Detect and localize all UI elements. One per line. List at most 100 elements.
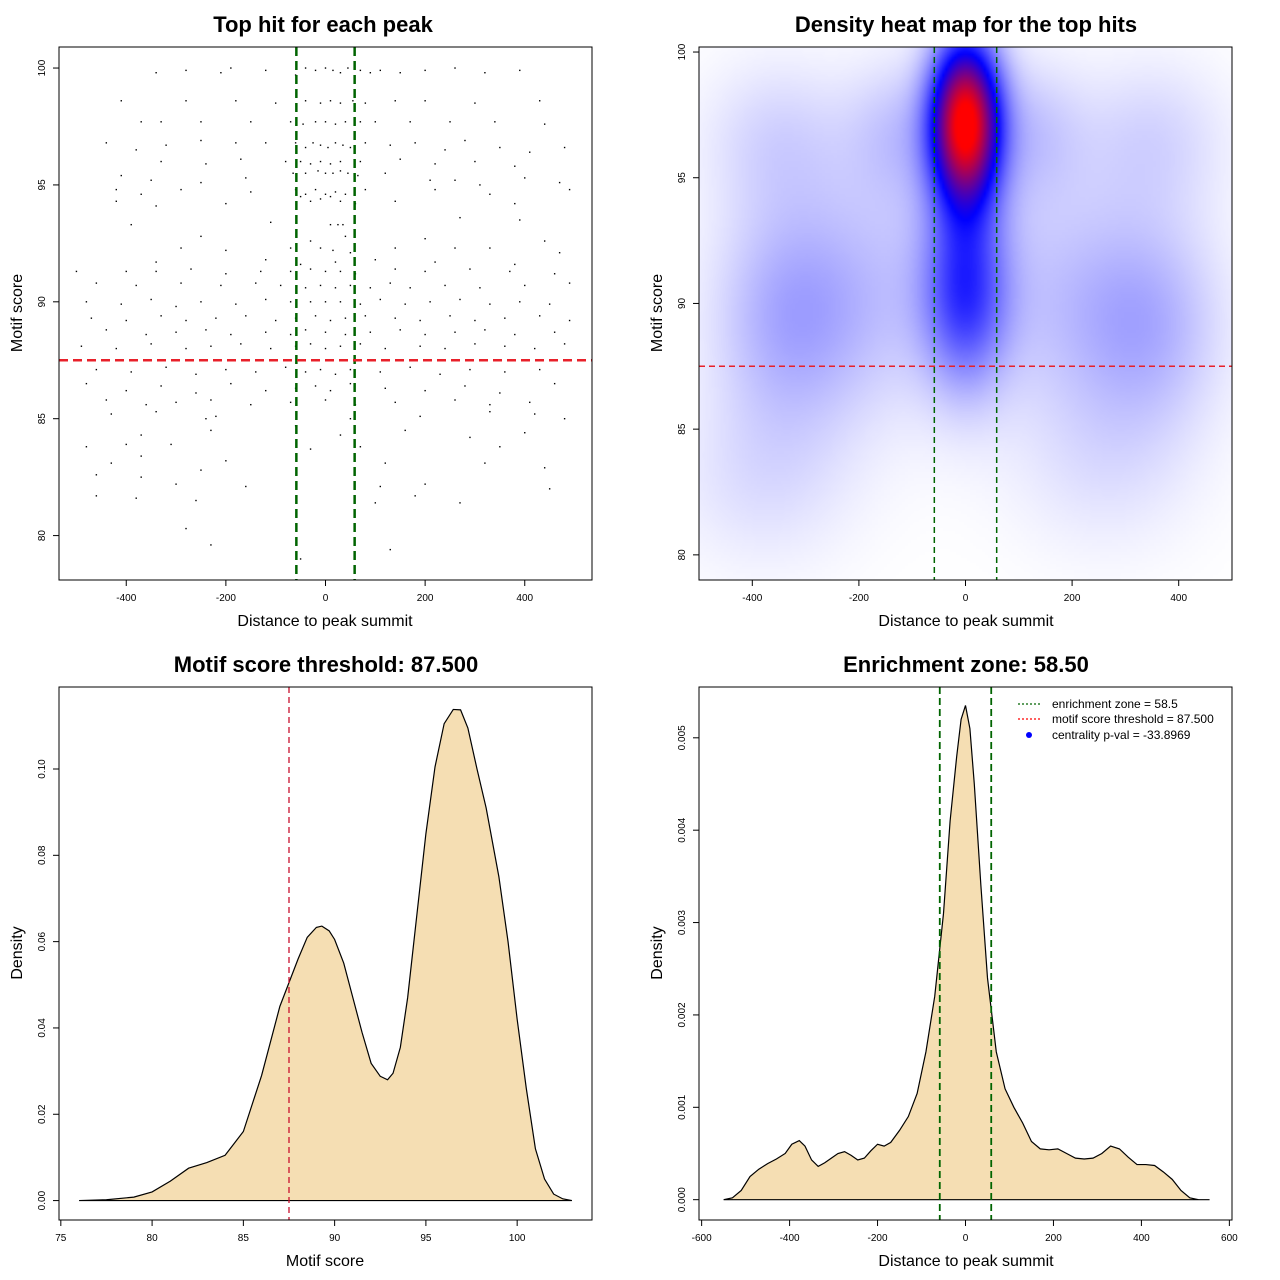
scatter-point (359, 160, 362, 163)
scatter-point (125, 443, 127, 446)
scatter-point (349, 284, 352, 287)
scatter-point (140, 121, 142, 123)
scatter-point (200, 139, 202, 142)
scatter-point (135, 284, 137, 287)
scatter-point (553, 273, 556, 275)
y-tick-label: 100 (677, 43, 688, 60)
y-tick-label: 0.004 (677, 817, 688, 842)
scatter-point (115, 188, 117, 191)
x-tick-label: -200 (868, 1233, 888, 1244)
x-tick-label: -400 (116, 593, 136, 604)
scatter-point (125, 270, 127, 273)
scatter-point (140, 434, 142, 436)
scatter-point (95, 368, 98, 371)
x-tick-label: 400 (1170, 593, 1187, 604)
y-tick-label: 0.000 (677, 1187, 688, 1212)
scatter-point (125, 319, 127, 322)
scatter-point (304, 67, 307, 69)
scatter-point (284, 366, 287, 368)
scatter-point (424, 389, 426, 392)
scatter-point (543, 123, 546, 125)
scatter-point (434, 188, 436, 191)
scatter-point (374, 502, 377, 504)
legend-key-centrality-pval (1026, 732, 1032, 738)
scatter-point (459, 502, 461, 504)
scatter-point (200, 181, 202, 184)
scatter-point (115, 200, 117, 202)
scatter-point (489, 303, 491, 305)
y-tick-label: 0.10 (37, 759, 48, 779)
scatter-point (449, 121, 451, 123)
scatter-point (155, 72, 157, 74)
scatter-point (344, 121, 347, 123)
scatter-point (294, 142, 297, 144)
score-density-y-axis: 0.00 0.02 0.04 0.06 0.08 0.10 (37, 759, 60, 1210)
scatter-point (95, 282, 98, 284)
scatter-point (538, 368, 541, 371)
scatter-point (464, 385, 466, 387)
scatter-point (469, 368, 471, 371)
scatter-point (292, 172, 294, 174)
scatter-point (230, 333, 232, 336)
scatter-point (265, 389, 267, 392)
scatter-point (304, 371, 307, 373)
scatter-point (494, 121, 496, 123)
scatter-point (429, 301, 431, 303)
scatter-point (324, 399, 327, 401)
scatter-point (563, 417, 566, 420)
scatter-point (284, 160, 287, 163)
scatter-point (324, 67, 327, 69)
scatter-point (170, 443, 172, 446)
scatter-point (399, 72, 401, 74)
scatter-point (379, 371, 381, 373)
scatter-point (110, 462, 113, 464)
distance-density-zone-lines (938, 687, 993, 1220)
distance-density-y-axis: 0.000 0.001 0.002 0.003 0.004 0.005 (677, 725, 700, 1212)
scatter-point (359, 343, 362, 345)
scatter-point (304, 100, 307, 102)
scatter-point (150, 179, 152, 181)
scatter-point (359, 446, 362, 448)
scatter-point (225, 460, 227, 462)
scatter-point (379, 69, 381, 72)
scatter-point (160, 315, 162, 317)
scatter-point (200, 121, 202, 123)
x-tick-label: 200 (1045, 1233, 1062, 1244)
scatter-point (394, 268, 396, 270)
scatter-point (538, 100, 541, 102)
legend-label-motif-threshold: motif score threshold = 87.500 (1052, 712, 1214, 726)
scatter-title: Top hit for each peak (213, 12, 433, 37)
scatter-point (514, 263, 516, 266)
scatter-point (309, 240, 312, 242)
scatter-point (359, 69, 362, 72)
scatter-point (553, 382, 556, 385)
scatter-point (514, 202, 516, 205)
scatter-point (245, 315, 247, 317)
scatter-point (399, 158, 401, 160)
scatter-point (474, 102, 476, 104)
x-tick-label: 100 (509, 1233, 526, 1244)
scatter-point (200, 235, 202, 238)
scatter-point (454, 179, 456, 181)
scatter-point (205, 163, 207, 165)
scatter-point (95, 474, 98, 476)
scatter-point (409, 287, 411, 289)
scatter-point (175, 483, 177, 485)
scatter-point (474, 160, 476, 163)
scatter-point (347, 172, 349, 174)
scatter-point (349, 382, 352, 385)
scatter-point (324, 172, 327, 174)
scatter-point (499, 446, 501, 448)
scatter-point (140, 455, 142, 457)
scatter-point (344, 193, 347, 195)
scatter-x-label: Distance to peak summit (237, 613, 413, 630)
scatter-point (329, 195, 332, 198)
scatter-point (130, 223, 132, 226)
y-tick-label: 80 (37, 530, 48, 542)
scatter-point (299, 558, 302, 560)
scatter-point (304, 287, 307, 289)
scatter-point (454, 247, 456, 249)
scatter-point (175, 401, 177, 404)
scatter-point (347, 67, 349, 69)
scatter-point (429, 179, 431, 181)
